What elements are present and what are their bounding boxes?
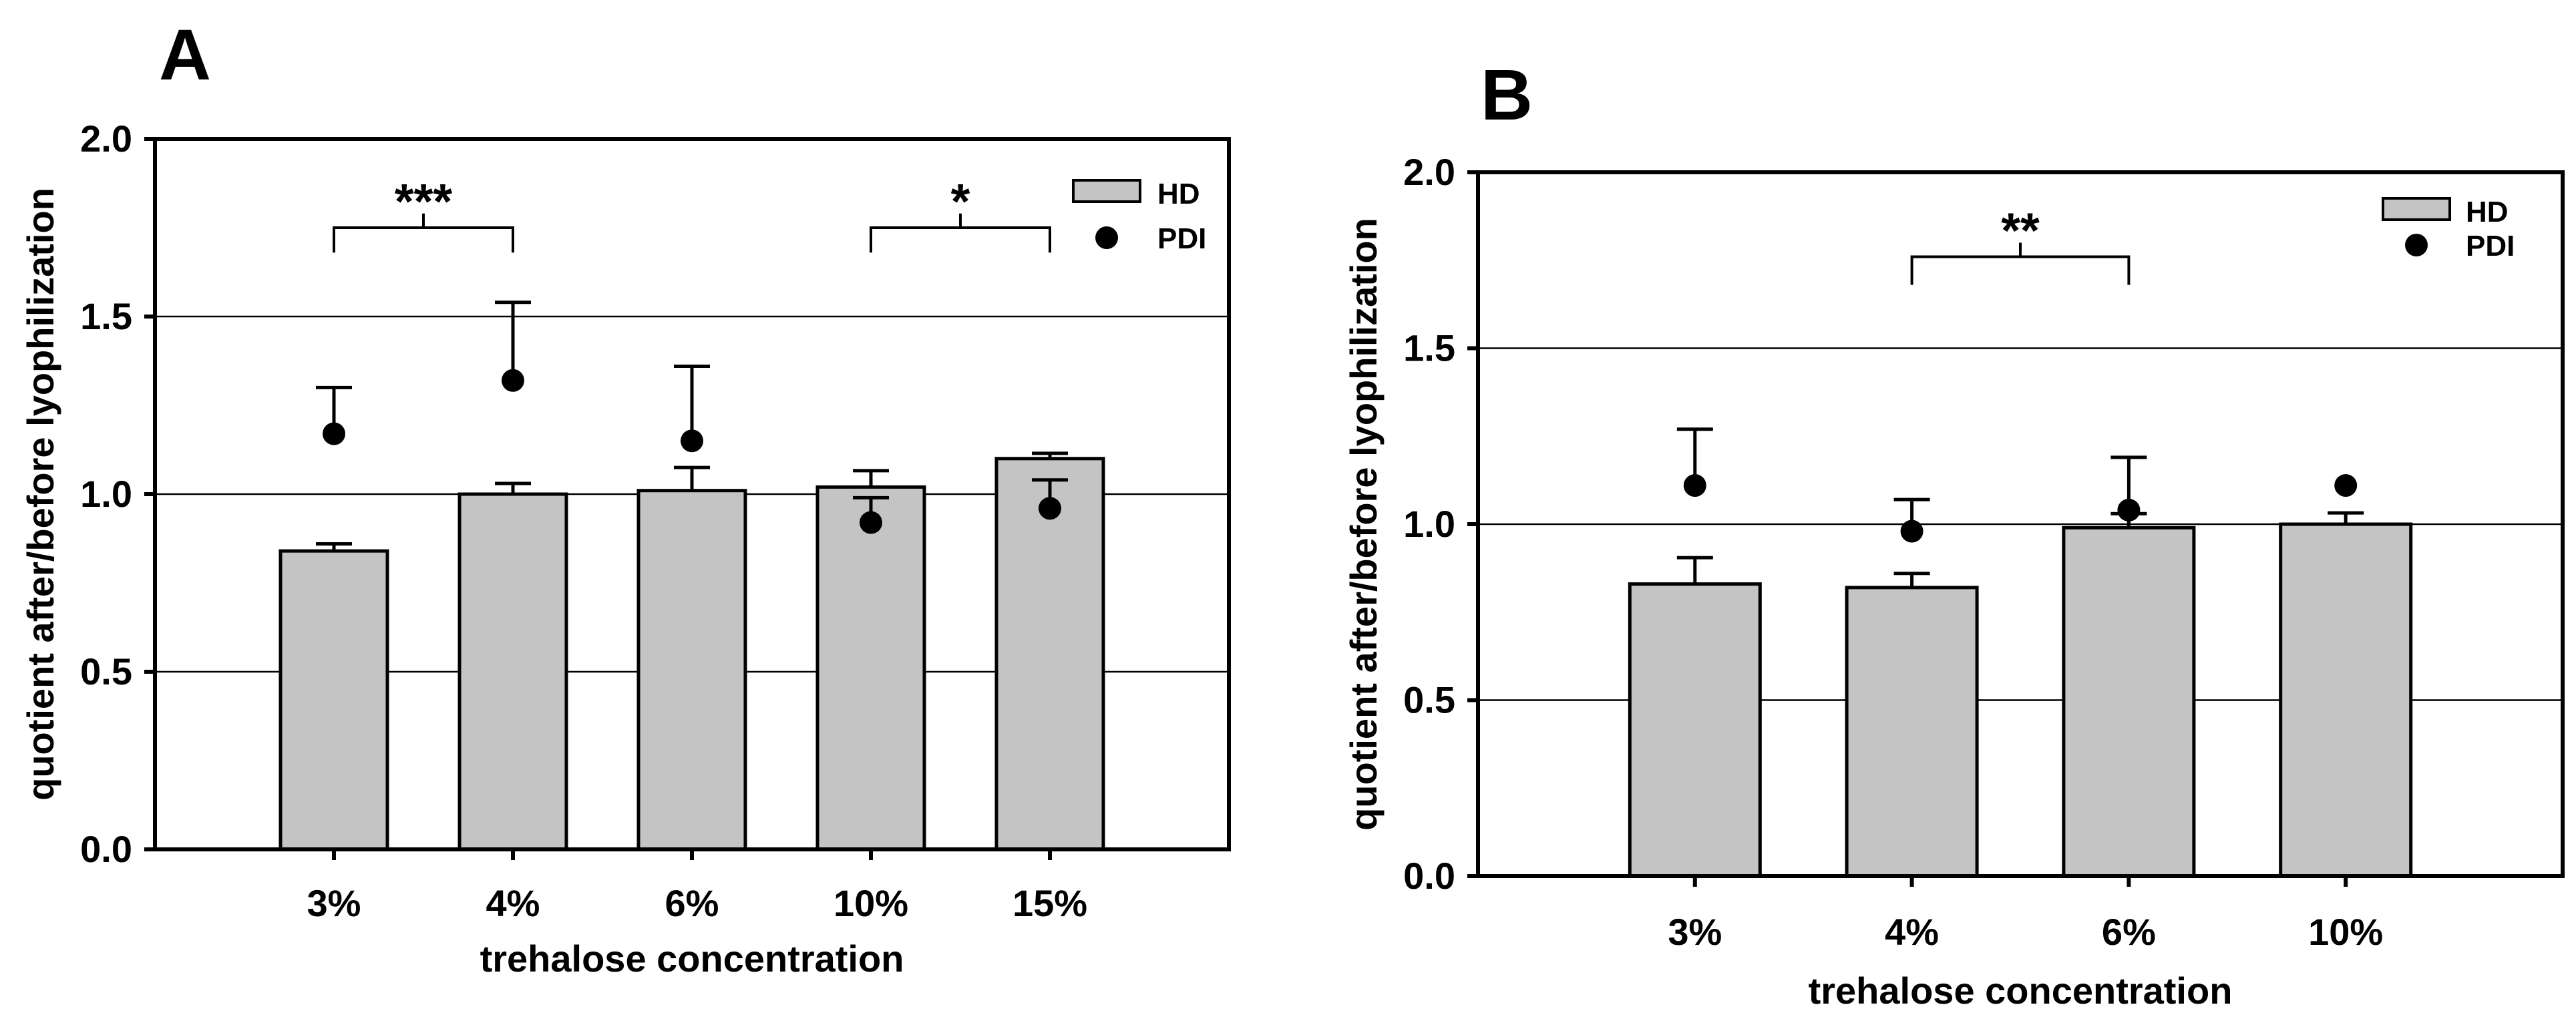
panel-label-b: B [1481, 54, 1533, 135]
y-tick-label-A: 0.5 [80, 650, 132, 692]
significance-label-A-*: * [951, 174, 970, 229]
pdi-point-B-4% [1900, 520, 1923, 543]
bar-B-6% [2062, 526, 2196, 878]
y-tick-label-B: 2.0 [1403, 151, 1455, 193]
significance-bracket-A-* [870, 226, 1051, 253]
bar-A-4% [457, 492, 568, 851]
bar-A-10% [815, 485, 926, 851]
legend-dot-swatch-B [2405, 234, 2428, 256]
legend-label-pdi-A: PDI [1157, 222, 1206, 255]
legend-label-pdi-B: PDI [2466, 230, 2515, 262]
x-tick-label-B-3%: 3% [1668, 911, 1722, 953]
pdi-point-A-6% [681, 429, 703, 453]
y-tick-label-B: 0.0 [1403, 855, 1455, 897]
x-tick-label-B-6%: 6% [2102, 911, 2156, 953]
x-axis-title-A: trehalose concentration [480, 938, 904, 980]
y-tick-label-B: 1.0 [1403, 503, 1455, 545]
pdi-point-B-10% [2334, 474, 2358, 497]
pdi-point-A-15% [1039, 497, 1061, 520]
y-tick-label-A: 0.0 [80, 828, 132, 870]
bar-B-10% [2279, 522, 2413, 878]
legend-label-hd-B: HD [2466, 196, 2509, 228]
legend-label-hd-A: HD [1157, 178, 1200, 210]
y-axis-title-A: quotient after/before lyophilization [19, 188, 61, 801]
pdi-point-A-4% [502, 369, 524, 392]
x-tick-label-A-6%: 6% [665, 882, 719, 924]
panel-label-a: A [159, 14, 211, 95]
significance-label-A-***: *** [395, 174, 453, 229]
significance-bracket-B-** [1910, 255, 2131, 285]
x-axis-title-B: trehalose concentration [1809, 970, 2233, 1012]
x-tick-label-B-10%: 10% [2308, 911, 2383, 953]
bar-A-6% [636, 489, 747, 851]
significance-label-B-**: ** [2001, 202, 2040, 258]
y-tick-label-A: 2.0 [80, 118, 132, 160]
bar-B-3% [1628, 582, 1762, 878]
pdi-point-A-3% [323, 422, 345, 445]
pdi-point-B-3% [1683, 474, 1706, 497]
x-tick-label-A-3%: 3% [307, 882, 361, 924]
y-tick-label-A: 1.0 [80, 473, 132, 515]
significance-bracket-A-*** [333, 226, 514, 253]
x-tick-label-A-15%: 15% [1013, 882, 1087, 924]
legend-bar-swatch-B [2382, 197, 2451, 221]
x-tick-label-A-10%: 10% [834, 882, 908, 924]
bar-A-3% [279, 549, 389, 851]
x-tick-label-B-4%: 4% [1885, 911, 1939, 953]
legend-dot-swatch-A [1095, 226, 1118, 249]
x-tick-label-A-4%: 4% [486, 882, 540, 924]
pdi-point-A-10% [860, 511, 882, 534]
bar-B-4% [1845, 586, 1979, 878]
y-tick-label-B: 1.5 [1403, 327, 1455, 369]
bar-A-15% [994, 457, 1105, 851]
y-tick-label-A: 1.5 [80, 295, 132, 337]
y-tick-label-B: 0.5 [1403, 679, 1455, 721]
legend-bar-swatch-A [1072, 179, 1141, 203]
pdi-point-B-6% [2117, 498, 2141, 522]
y-axis-title-B: quotient after/before lyophilization [1342, 218, 1385, 831]
